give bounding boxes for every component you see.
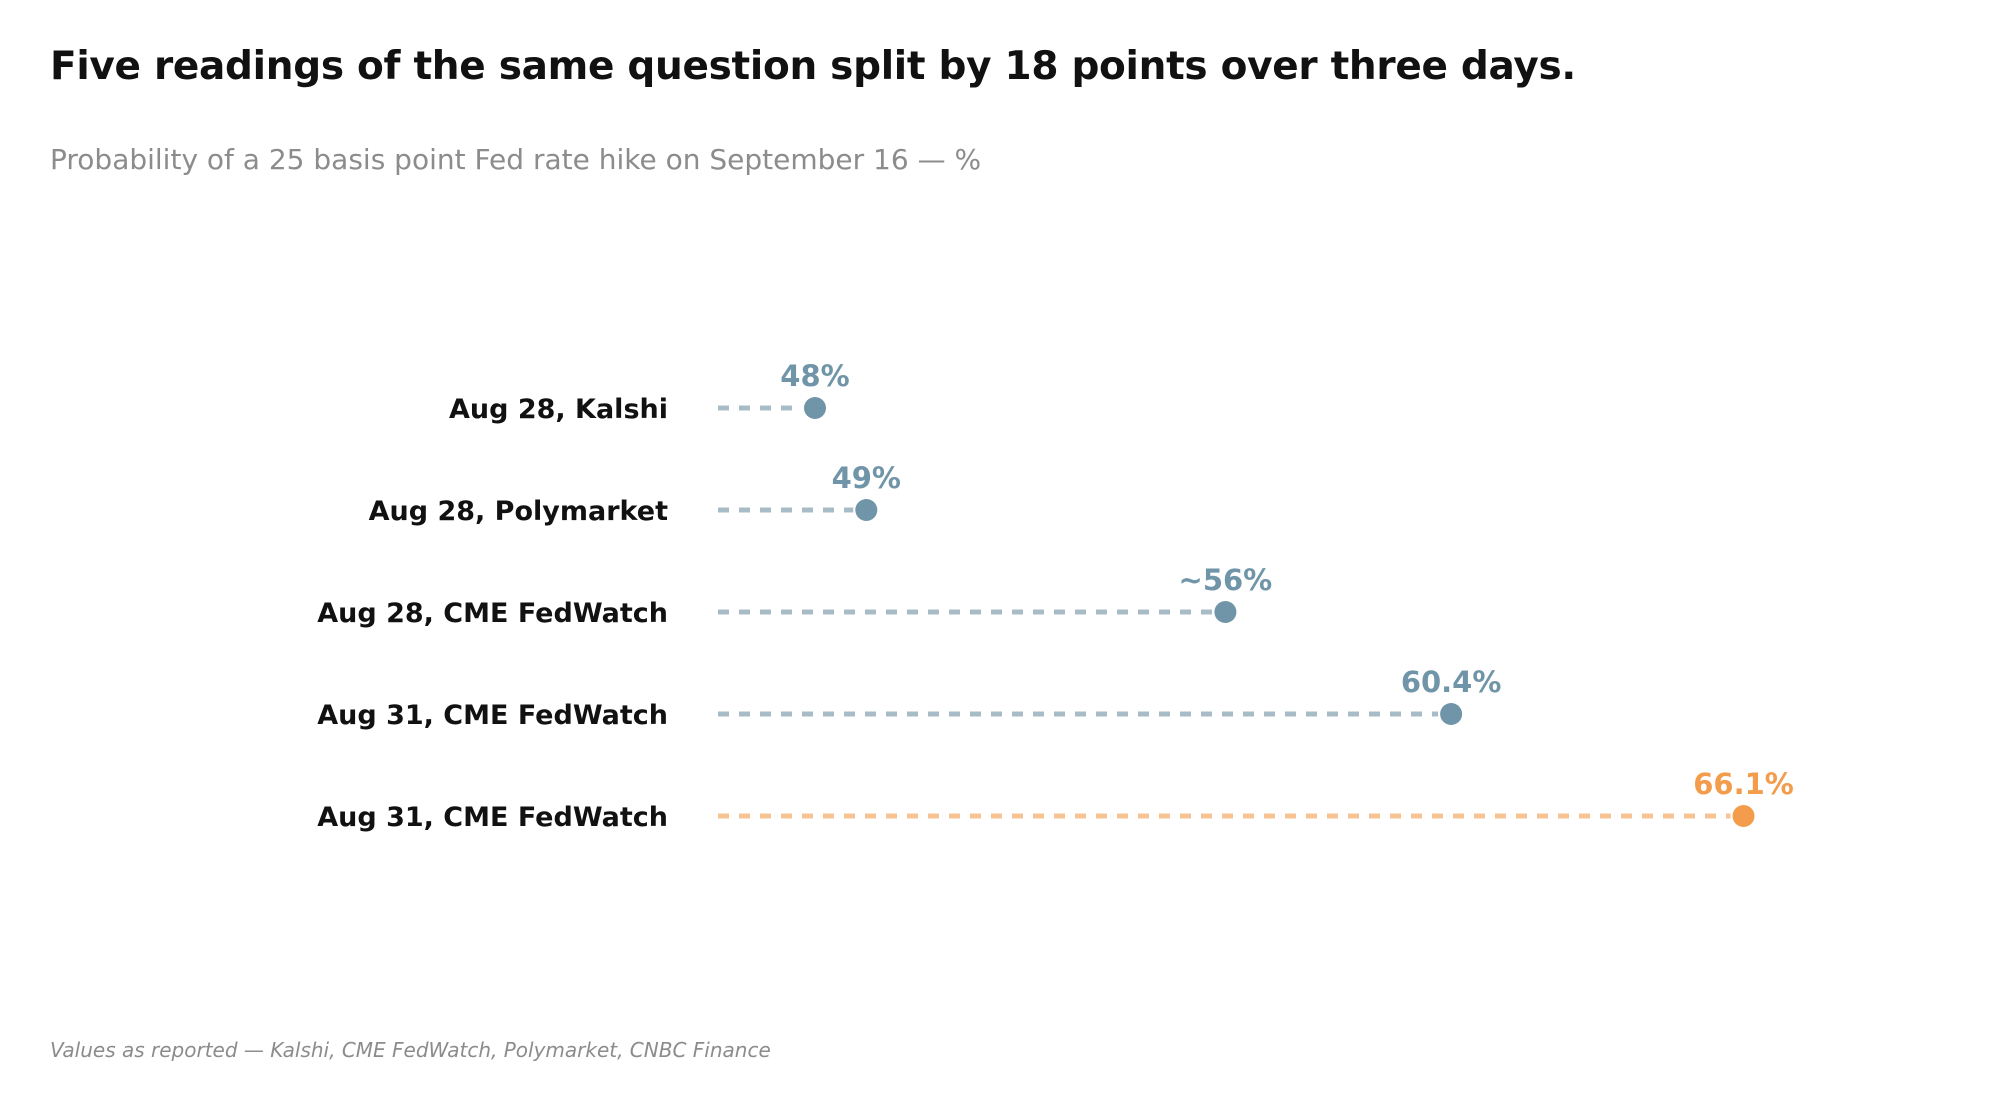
value-label: 48% bbox=[780, 359, 849, 393]
row-label: Aug 28, CME FedWatch bbox=[317, 598, 668, 629]
row-label: Aug 28, Polymarket bbox=[369, 496, 668, 527]
row-label: Aug 28, Kalshi bbox=[449, 394, 668, 425]
dot-row: Aug 28, Kalshi 48% bbox=[449, 359, 850, 425]
chart-subtitle: Probability of a 25 basis point Fed rate… bbox=[50, 143, 982, 176]
value-label: 49% bbox=[832, 461, 901, 495]
dot-row: Aug 31, CME FedWatch 60.4% bbox=[317, 665, 1501, 731]
data-dot bbox=[1732, 805, 1755, 827]
data-dot bbox=[1440, 703, 1463, 725]
data-dot bbox=[804, 397, 826, 419]
data-dot bbox=[1214, 601, 1237, 623]
data-dot bbox=[855, 499, 878, 521]
value-label: ~56% bbox=[1179, 563, 1273, 597]
row-label: Aug 31, CME FedWatch bbox=[317, 700, 668, 731]
dot-row: Aug 31, CME FedWatch 66.1% bbox=[317, 767, 1794, 833]
chart-title: Five readings of the same question split… bbox=[50, 44, 1576, 89]
value-label: 66.1% bbox=[1693, 767, 1794, 801]
dot-row: Aug 28, CME FedWatch ~56% bbox=[317, 563, 1272, 629]
value-label: 60.4% bbox=[1401, 665, 1502, 699]
row-label: Aug 31, CME FedWatch bbox=[317, 802, 668, 833]
chart-footnote: Values as reported — Kalshi, CME FedWatc… bbox=[50, 1038, 771, 1062]
dot-row: Aug 28, Polymarket 49% bbox=[369, 461, 901, 527]
